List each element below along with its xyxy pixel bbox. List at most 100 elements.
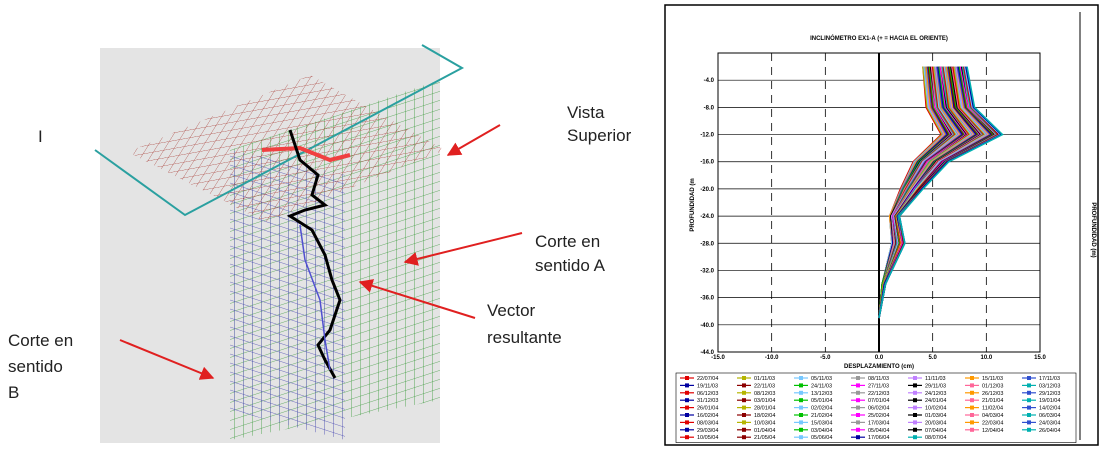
- legend-label: 21/02/04: [811, 413, 832, 419]
- legend-marker: [799, 405, 803, 410]
- legend-label: 10/05/04: [697, 435, 718, 441]
- legend-label: 24/11/03: [811, 383, 832, 389]
- plot: -4.0 -8.0 -12.0 -16.0 -20.0 -24.0 -28.0 -32.0 -3…: [675, 52, 1077, 443]
- label: resultante: [487, 328, 562, 347]
- legend-marker: [913, 376, 917, 380]
- plane-b: [230, 150, 345, 440]
- legend-label: 29/11/03: [925, 383, 946, 389]
- legend-label: 26/04/04: [1039, 428, 1060, 434]
- legend-label: 29/03/04: [697, 428, 718, 434]
- top-projection: [261, 145, 351, 163]
- legend-marker: [856, 390, 860, 395]
- legend-label: 22/03/04: [982, 420, 1003, 426]
- chart-title: INCLINÓMETRO EX1-A (+ = HACIA EL ORIENTE…: [810, 34, 948, 42]
- legend-label: 25/02/04: [868, 413, 889, 419]
- legend-label: 12/04/04: [982, 428, 1003, 434]
- legend-label: 01/03/04: [925, 413, 946, 419]
- legend-label: 01/04/04: [754, 428, 775, 434]
- legend-marker: [742, 376, 746, 380]
- legend-marker: [742, 413, 746, 417]
- label: Vector: [487, 301, 536, 320]
- legend-label: 27/11/03: [868, 383, 889, 389]
- y-tick-label: -12.0: [700, 133, 714, 139]
- legend-label: 19/01/04: [1039, 398, 1060, 404]
- legend-marker: [970, 420, 974, 425]
- legend-marker: [799, 398, 803, 403]
- legend-label: 11/02/04: [982, 406, 1003, 412]
- chart-frame: [664, 4, 1099, 446]
- y-tick-label: -20.0: [700, 187, 714, 193]
- legend-label: 16/02/04: [697, 413, 718, 419]
- legend-label: 07/01/04: [868, 398, 889, 404]
- legend-label: 10/02/04: [925, 406, 946, 412]
- legend-label: 02/02/04: [811, 406, 832, 412]
- legend-marker: [913, 435, 917, 440]
- legend-marker: [856, 398, 860, 403]
- legend-marker: [685, 413, 689, 417]
- legend-marker: [970, 376, 974, 380]
- legend-marker: [913, 383, 917, 388]
- legend-label: 10/03/04: [754, 420, 775, 426]
- legend-label: 08/03/04: [697, 420, 718, 426]
- label: Superior: [567, 126, 632, 145]
- legend-marker: [1027, 390, 1031, 395]
- legend-label: 26/01/04: [697, 406, 718, 412]
- legend-marker: [970, 398, 974, 403]
- legend-label: 22/07/04: [697, 376, 718, 382]
- legend-label: 14/02/04: [1039, 406, 1060, 412]
- legend-marker: [742, 435, 746, 440]
- legend-label: 06/02/04: [868, 406, 889, 412]
- legend-label: 24/01/04: [925, 398, 946, 404]
- legend-label: 21/05/04: [754, 435, 775, 441]
- legend-marker: [913, 413, 917, 417]
- x-tick-label: -5.0: [820, 355, 831, 361]
- legend-label: 29/12/03: [1039, 391, 1060, 397]
- x-tick-label: 5.0: [928, 355, 937, 361]
- legend-label: 03/12/03: [1039, 383, 1060, 389]
- legend-marker: [742, 398, 746, 403]
- legend-marker: [856, 435, 860, 440]
- legend-marker: [742, 420, 746, 425]
- legend-marker: [799, 420, 803, 425]
- legend-marker: [685, 383, 689, 388]
- legend-label: 17/06/04: [868, 435, 889, 441]
- legend-label: 04/03/04: [982, 413, 1003, 419]
- legend-marker: [685, 376, 689, 380]
- x-tick-label: 0.0: [875, 355, 884, 361]
- legend-label: 05/11/03: [811, 376, 832, 382]
- side-label: PROFUNDIDAD (m): [1090, 202, 1096, 257]
- legend-marker: [970, 383, 974, 388]
- x-tick-label: -10.0: [765, 355, 779, 361]
- arrow: [119, 339, 215, 380]
- legend-label: 20/03/04: [925, 420, 946, 426]
- legend-label: 26/12/03: [982, 391, 1003, 397]
- label: sentido: [8, 357, 63, 376]
- legend-marker: [742, 383, 746, 388]
- legend-label: 06/12/03: [697, 391, 718, 397]
- legend-label: 15/03/04: [811, 420, 832, 426]
- arrow: [446, 124, 501, 156]
- legend-label: 21/01/04: [982, 398, 1003, 404]
- legend-label: 24/12/03: [925, 391, 946, 397]
- y-tick-label: -4.0: [704, 78, 715, 84]
- label: sentido A: [535, 256, 606, 275]
- legend-marker: [913, 420, 917, 425]
- legend-marker: [685, 398, 689, 403]
- legend-marker: [970, 390, 974, 395]
- x-axis-title: DESPLAZAMIENTO (cm): [844, 364, 914, 370]
- legend-marker: [799, 427, 803, 432]
- legend-label: 19/11/03: [697, 383, 718, 389]
- outline: [94, 44, 465, 217]
- y-tick-label: -8.0: [704, 105, 715, 111]
- legend-label: 08/07/04: [925, 435, 946, 441]
- arrow: [358, 279, 476, 319]
- result-vector: [286, 129, 342, 379]
- legend-marker: [685, 420, 689, 425]
- legend-marker: [799, 413, 803, 417]
- legend-marker: [913, 390, 917, 395]
- legend-label: 01/11/03: [754, 376, 775, 382]
- legend-marker: [856, 376, 860, 380]
- legend-marker: [913, 398, 917, 403]
- legend-marker: [685, 390, 689, 395]
- legend-marker: [685, 435, 689, 440]
